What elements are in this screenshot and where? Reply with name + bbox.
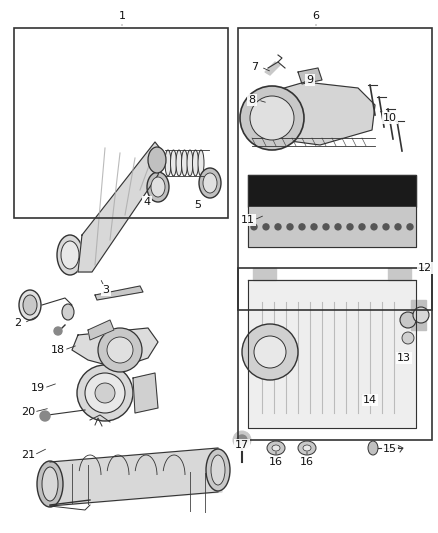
Ellipse shape [61, 241, 79, 269]
Circle shape [335, 224, 341, 230]
Circle shape [299, 224, 305, 230]
Circle shape [407, 224, 413, 230]
Text: 13: 13 [397, 353, 411, 363]
Ellipse shape [62, 304, 74, 320]
Text: 3: 3 [102, 285, 110, 295]
Circle shape [77, 365, 133, 421]
Bar [238, 268, 432, 440]
Ellipse shape [303, 445, 311, 451]
Polygon shape [411, 300, 426, 330]
Polygon shape [248, 175, 416, 207]
Circle shape [233, 431, 251, 449]
Ellipse shape [192, 150, 198, 176]
Circle shape [237, 435, 247, 445]
Ellipse shape [19, 290, 41, 320]
Text: 21: 21 [21, 450, 35, 460]
Circle shape [413, 307, 429, 323]
Polygon shape [388, 268, 411, 280]
Circle shape [85, 373, 125, 413]
Polygon shape [88, 320, 114, 340]
Polygon shape [253, 268, 276, 280]
Polygon shape [95, 286, 143, 300]
Circle shape [54, 327, 62, 335]
Ellipse shape [37, 461, 63, 507]
Ellipse shape [147, 172, 169, 202]
Text: 15: 15 [383, 444, 397, 454]
Text: 10: 10 [383, 113, 397, 123]
Polygon shape [265, 62, 280, 75]
Text: 9: 9 [307, 75, 314, 85]
Text: 7: 7 [251, 62, 258, 72]
Text: 12: 12 [418, 263, 432, 273]
Ellipse shape [176, 150, 182, 176]
Ellipse shape [199, 168, 221, 198]
Circle shape [395, 224, 401, 230]
Circle shape [347, 224, 353, 230]
Ellipse shape [181, 150, 187, 176]
Polygon shape [248, 207, 416, 247]
Ellipse shape [206, 449, 230, 491]
Circle shape [242, 324, 298, 380]
Circle shape [40, 411, 50, 421]
Circle shape [323, 224, 329, 230]
Bar [238, 28, 432, 310]
Circle shape [311, 224, 317, 230]
Text: 20: 20 [21, 407, 35, 417]
Polygon shape [72, 328, 158, 368]
Bar [14, 28, 228, 218]
Circle shape [95, 383, 115, 403]
Ellipse shape [57, 235, 83, 275]
Text: 8: 8 [248, 95, 255, 105]
Ellipse shape [170, 150, 177, 176]
Circle shape [98, 328, 142, 372]
Polygon shape [48, 448, 222, 506]
Ellipse shape [272, 445, 280, 451]
Ellipse shape [203, 173, 217, 193]
Polygon shape [78, 142, 163, 272]
Text: 5: 5 [194, 200, 201, 210]
Circle shape [240, 86, 304, 150]
Ellipse shape [23, 295, 37, 315]
Text: 4: 4 [143, 197, 151, 207]
Polygon shape [248, 280, 416, 428]
Polygon shape [133, 373, 158, 413]
Circle shape [107, 337, 133, 363]
Circle shape [287, 224, 293, 230]
Circle shape [400, 312, 416, 328]
Ellipse shape [148, 147, 166, 173]
Ellipse shape [198, 150, 204, 176]
Text: 17: 17 [235, 440, 249, 450]
Ellipse shape [165, 150, 171, 176]
Ellipse shape [298, 441, 316, 455]
Text: 11: 11 [241, 215, 255, 225]
Circle shape [402, 332, 414, 344]
Circle shape [359, 224, 365, 230]
Circle shape [383, 224, 389, 230]
Ellipse shape [211, 455, 225, 485]
Circle shape [275, 224, 281, 230]
Text: 14: 14 [363, 395, 377, 405]
Text: 16: 16 [269, 457, 283, 467]
Circle shape [250, 96, 294, 140]
Ellipse shape [267, 441, 285, 455]
Text: 1: 1 [119, 11, 126, 21]
Text: 16: 16 [300, 457, 314, 467]
Ellipse shape [187, 150, 193, 176]
Circle shape [251, 224, 257, 230]
Text: 6: 6 [312, 11, 319, 21]
Ellipse shape [151, 177, 165, 197]
Ellipse shape [368, 441, 378, 455]
Ellipse shape [42, 467, 58, 501]
Circle shape [254, 336, 286, 368]
Text: 19: 19 [31, 383, 45, 393]
Circle shape [263, 224, 269, 230]
Polygon shape [298, 68, 322, 84]
Circle shape [371, 224, 377, 230]
Polygon shape [248, 82, 375, 145]
Text: 2: 2 [14, 318, 21, 328]
Text: 18: 18 [51, 345, 65, 355]
